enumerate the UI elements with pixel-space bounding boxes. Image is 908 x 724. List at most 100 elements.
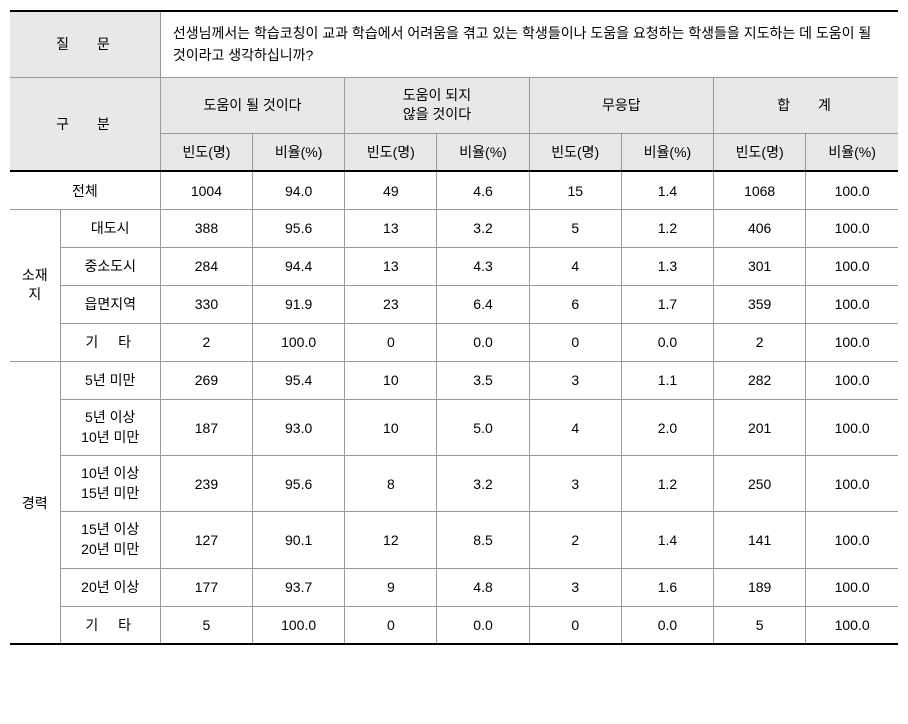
loc-label-2: 읍면지역 [60, 285, 160, 323]
car3-c0: 127 [160, 512, 252, 568]
loc0-c6: 406 [714, 209, 806, 247]
loc1-c0: 284 [160, 247, 252, 285]
loc1-c3: 4.3 [437, 247, 529, 285]
car2-c2: 8 [345, 456, 437, 512]
car3-c6: 141 [714, 512, 806, 568]
loc0-c7: 100.0 [806, 209, 898, 247]
question-row: 질 문 선생님께서는 학습코칭이 교과 학습에서 어려움을 겪고 있는 학생들이… [10, 11, 898, 77]
car5-c0: 5 [160, 606, 252, 644]
car0-c1: 95.4 [253, 361, 345, 399]
career-row-2: 10년 이상15년 미만 239 95.6 8 3.2 3 1.2 250 10… [10, 456, 898, 512]
career-group-label: 경력 [10, 361, 60, 644]
total-row: 전체 1004 94.0 49 4.6 15 1.4 1068 100.0 [10, 171, 898, 209]
col-no-response: 무응답 [529, 77, 713, 133]
car-label-1: 5년 이상10년 미만 [60, 399, 160, 455]
sub-pct-1: 비율(%) [253, 133, 345, 171]
col-helpful: 도움이 될 것이다 [160, 77, 344, 133]
car0-c3: 3.5 [437, 361, 529, 399]
loc2-c3: 6.4 [437, 285, 529, 323]
total-c0: 1004 [160, 171, 252, 209]
car5-c5: 0.0 [621, 606, 713, 644]
car-label-0: 5년 미만 [60, 361, 160, 399]
car4-c7: 100.0 [806, 568, 898, 606]
loc0-c3: 3.2 [437, 209, 529, 247]
car3-c7: 100.0 [806, 512, 898, 568]
loc3-c6: 2 [714, 323, 806, 361]
car5-c6: 5 [714, 606, 806, 644]
car4-c0: 177 [160, 568, 252, 606]
car1-c0: 187 [160, 399, 252, 455]
car1-c7: 100.0 [806, 399, 898, 455]
loc1-c1: 94.4 [253, 247, 345, 285]
loc2-c7: 100.0 [806, 285, 898, 323]
car0-c7: 100.0 [806, 361, 898, 399]
car1-c4: 4 [529, 399, 621, 455]
car3-c1: 90.1 [253, 512, 345, 568]
career-row-1: 5년 이상10년 미만 187 93.0 10 5.0 4 2.0 201 10… [10, 399, 898, 455]
car1-c1: 93.0 [253, 399, 345, 455]
career-row-3: 15년 이상20년 미만 127 90.1 12 8.5 2 1.4 141 1… [10, 512, 898, 568]
sub-freq-1: 빈도(명) [160, 133, 252, 171]
loc2-c2: 23 [345, 285, 437, 323]
loc2-c0: 330 [160, 285, 252, 323]
total-c5: 1.4 [621, 171, 713, 209]
car3-c4: 2 [529, 512, 621, 568]
total-c4: 15 [529, 171, 621, 209]
loc0-c0: 388 [160, 209, 252, 247]
question-label: 질 문 [10, 11, 160, 77]
car-label-2: 10년 이상15년 미만 [60, 456, 160, 512]
car1-c6: 201 [714, 399, 806, 455]
loc0-c4: 5 [529, 209, 621, 247]
car5-c7: 100.0 [806, 606, 898, 644]
car4-c4: 3 [529, 568, 621, 606]
loc-label-1: 중소도시 [60, 247, 160, 285]
total-c2: 49 [345, 171, 437, 209]
car0-c0: 269 [160, 361, 252, 399]
header-group-row: 구 분 도움이 될 것이다 도움이 되지않을 것이다 무응답 합 계 [10, 77, 898, 133]
car4-c2: 9 [345, 568, 437, 606]
career-row-4: 20년 이상 177 93.7 9 4.8 3 1.6 189 100.0 [10, 568, 898, 606]
sub-freq-3: 빈도(명) [529, 133, 621, 171]
loc2-c6: 359 [714, 285, 806, 323]
car2-c7: 100.0 [806, 456, 898, 512]
loc0-c5: 1.2 [621, 209, 713, 247]
car2-c3: 3.2 [437, 456, 529, 512]
car4-c5: 1.6 [621, 568, 713, 606]
car-label-3: 15년 이상20년 미만 [60, 512, 160, 568]
location-row-2: 읍면지역 330 91.9 23 6.4 6 1.7 359 100.0 [10, 285, 898, 323]
career-row-0: 경력 5년 미만 269 95.4 10 3.5 3 1.1 282 100.0 [10, 361, 898, 399]
loc3-c5: 0.0 [621, 323, 713, 361]
car0-c6: 282 [714, 361, 806, 399]
loc3-c1: 100.0 [253, 323, 345, 361]
sub-pct-2: 비율(%) [437, 133, 529, 171]
car-label-5: 기 타 [60, 606, 160, 644]
loc1-c6: 301 [714, 247, 806, 285]
loc0-c2: 13 [345, 209, 437, 247]
total-c1: 94.0 [253, 171, 345, 209]
col-total: 합 계 [714, 77, 898, 133]
car2-c5: 1.2 [621, 456, 713, 512]
sub-freq-4: 빈도(명) [714, 133, 806, 171]
loc1-c5: 1.3 [621, 247, 713, 285]
car0-c4: 3 [529, 361, 621, 399]
total-c6: 1068 [714, 171, 806, 209]
car3-c5: 1.4 [621, 512, 713, 568]
loc3-c0: 2 [160, 323, 252, 361]
total-c7: 100.0 [806, 171, 898, 209]
car3-c2: 12 [345, 512, 437, 568]
car2-c6: 250 [714, 456, 806, 512]
car0-c2: 10 [345, 361, 437, 399]
car-label-4: 20년 이상 [60, 568, 160, 606]
loc3-c2: 0 [345, 323, 437, 361]
car5-c4: 0 [529, 606, 621, 644]
car1-c3: 5.0 [437, 399, 529, 455]
car1-c2: 10 [345, 399, 437, 455]
loc-label-3: 기 타 [60, 323, 160, 361]
car4-c1: 93.7 [253, 568, 345, 606]
car5-c3: 0.0 [437, 606, 529, 644]
location-group-label: 소재지 [10, 209, 60, 361]
loc1-c2: 13 [345, 247, 437, 285]
loc1-c7: 100.0 [806, 247, 898, 285]
col-not-helpful: 도움이 되지않을 것이다 [345, 77, 529, 133]
loc2-c1: 91.9 [253, 285, 345, 323]
